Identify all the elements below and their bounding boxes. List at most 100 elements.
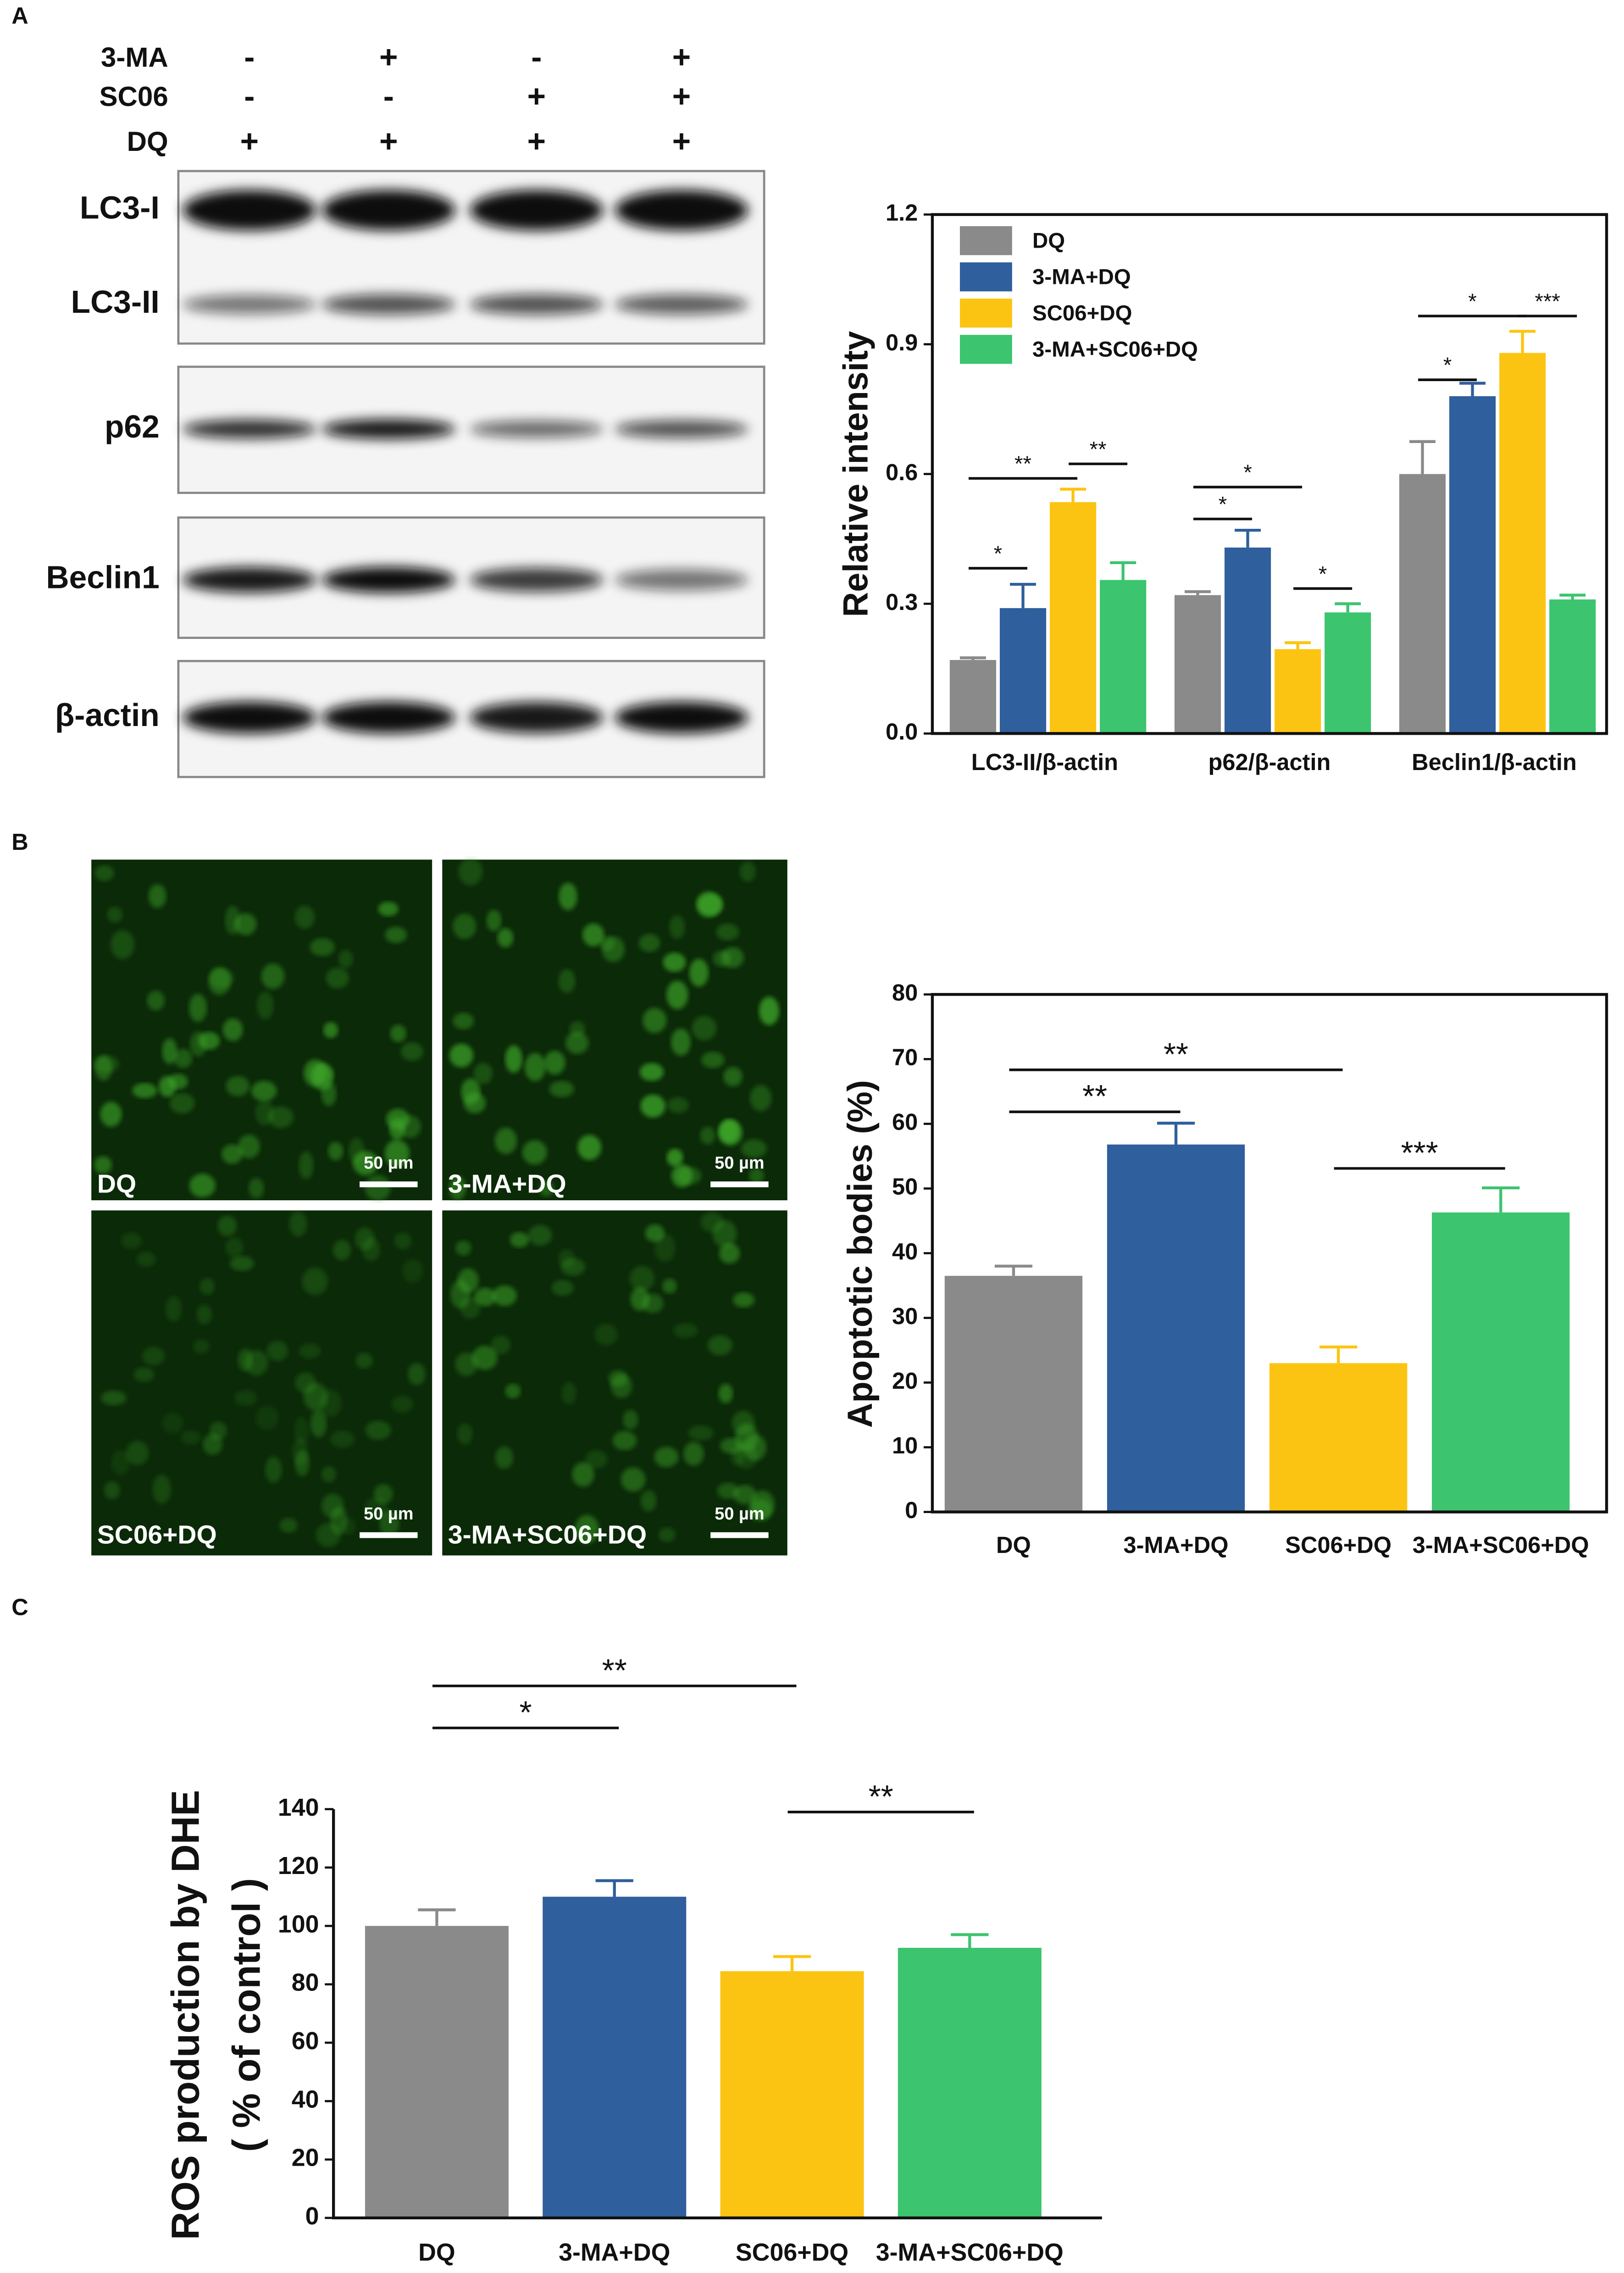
significance-label: *** — [1535, 289, 1560, 314]
y-tick-label: 0.3 — [886, 589, 918, 615]
treatment-sign: - — [383, 78, 394, 114]
scale-bar-label: 50 µm — [715, 1504, 764, 1524]
cell — [645, 1224, 665, 1242]
y-tick-label: 60 — [892, 1109, 918, 1135]
cell — [497, 928, 514, 948]
axes — [332, 1809, 1102, 2220]
cell — [385, 926, 407, 943]
cell — [505, 1045, 522, 1073]
cell — [338, 950, 353, 968]
band — [321, 294, 455, 315]
cell — [730, 1444, 745, 1466]
treatment-sign: - — [244, 39, 255, 75]
cell — [330, 1506, 348, 1535]
band-label: β-actin — [55, 697, 160, 733]
cell — [400, 1042, 423, 1061]
cell — [162, 1412, 183, 1434]
cell — [666, 1148, 683, 1167]
bar — [944, 1275, 1083, 1512]
cell — [107, 906, 123, 923]
cell — [196, 1304, 212, 1325]
micrograph-label: 3-MA+SC06+DQ — [448, 1520, 647, 1549]
cell — [455, 1241, 471, 1256]
cell — [147, 991, 165, 1011]
y-axis-label: ROS production by DHE — [164, 1790, 208, 2240]
scale-bar-label: 50 µm — [715, 1153, 764, 1173]
cell — [561, 1382, 576, 1405]
bar — [1224, 547, 1271, 734]
significance-label: * — [1243, 460, 1252, 485]
cell — [294, 905, 315, 929]
cell — [638, 934, 660, 952]
cell — [688, 1425, 714, 1441]
plot-frame — [931, 993, 1608, 1513]
legend-label: 3-MA+DQ — [1032, 265, 1131, 289]
cell — [449, 1043, 473, 1067]
treatment-sign: + — [379, 123, 398, 159]
x-tick-label: DQ — [996, 1532, 1031, 1558]
bar — [1050, 502, 1097, 734]
bar — [1107, 1144, 1245, 1512]
cell — [170, 1093, 195, 1114]
cell — [577, 1135, 601, 1160]
cell — [255, 1405, 279, 1430]
cell — [94, 1156, 112, 1174]
bar — [1399, 474, 1446, 734]
cell — [234, 913, 257, 936]
cell — [733, 1485, 757, 1504]
scale-bar — [360, 1181, 418, 1187]
cell — [689, 959, 709, 987]
cell — [355, 1353, 373, 1369]
cell — [662, 1278, 677, 1294]
cell — [721, 1119, 738, 1142]
error-bar — [951, 1933, 989, 1948]
cell — [173, 1048, 193, 1068]
significance-label: ** — [1082, 1078, 1107, 1114]
cell — [321, 1466, 336, 1482]
bar — [1174, 595, 1221, 734]
y-tick-label: 20 — [292, 2144, 319, 2172]
cell — [142, 1347, 165, 1366]
cell — [165, 1296, 182, 1322]
cell — [582, 923, 604, 947]
legend-label: SC06+DQ — [1032, 301, 1132, 325]
cell — [739, 861, 756, 882]
band — [183, 419, 316, 439]
panel-label: A — [11, 2, 28, 28]
treatment-sign: + — [240, 123, 259, 159]
cell — [126, 1441, 149, 1465]
band — [470, 568, 604, 592]
legend-swatch — [959, 335, 1012, 364]
cell — [716, 923, 739, 941]
cell — [549, 1081, 574, 1098]
cell — [355, 1227, 375, 1250]
cell — [539, 1180, 554, 1197]
cell — [302, 1267, 328, 1295]
cell — [639, 1063, 664, 1081]
cell — [326, 968, 349, 989]
significance-label: * — [1468, 289, 1476, 314]
legend-swatch — [959, 299, 1012, 328]
cell — [265, 1456, 282, 1483]
significance-label: * — [520, 1695, 532, 1730]
cell — [713, 950, 731, 967]
scale-bar — [710, 1181, 769, 1187]
legend-label: 3-MA+SC06+DQ — [1032, 337, 1198, 361]
y-tick-label: 80 — [292, 1969, 319, 1996]
bar — [1549, 599, 1596, 734]
micrograph-label: DQ — [97, 1170, 136, 1199]
treatment-sign: + — [527, 123, 546, 159]
cell — [188, 993, 207, 1022]
cell — [486, 909, 502, 931]
band — [321, 419, 455, 439]
significance-label: * — [1319, 562, 1327, 586]
cell — [575, 1515, 599, 1544]
x-tick-label: 3-MA+DQ — [1124, 1532, 1229, 1558]
cell — [453, 1013, 474, 1030]
bar — [1449, 396, 1496, 734]
bar — [720, 1971, 864, 2218]
error-bar — [1335, 602, 1361, 613]
bar — [949, 660, 997, 734]
cell — [292, 1438, 309, 1466]
